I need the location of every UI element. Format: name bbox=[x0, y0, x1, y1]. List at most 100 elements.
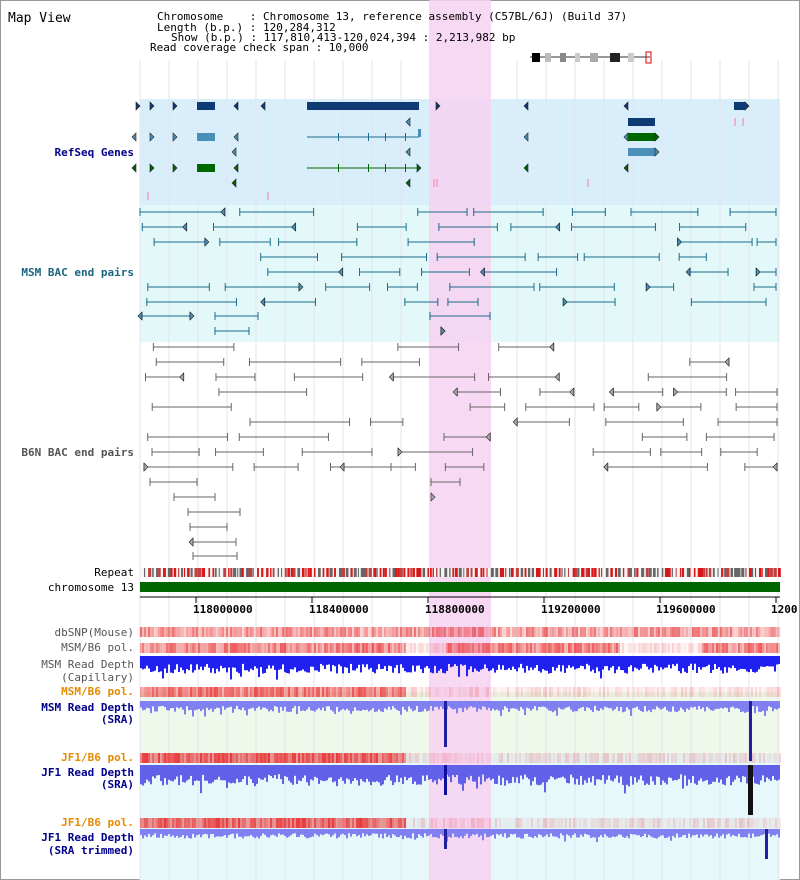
polymorphism-cell bbox=[607, 753, 609, 763]
polymorphism-cell bbox=[712, 643, 714, 653]
repeat-mark bbox=[307, 568, 310, 577]
polymorphism-cell bbox=[763, 753, 765, 763]
polymorphism-cell bbox=[653, 818, 655, 828]
read-depth-bar bbox=[344, 829, 346, 836]
read-depth-bar bbox=[174, 765, 176, 780]
polymorphism-cell bbox=[142, 753, 144, 763]
read-depth-bar bbox=[384, 829, 386, 834]
track-label-msm-depth-sra[interactable]: MSM Read Depth bbox=[41, 701, 134, 714]
polymorphism-cell bbox=[507, 687, 509, 697]
read-depth-bar bbox=[612, 656, 614, 667]
polymorphism-cell bbox=[747, 753, 749, 763]
read-depth-bar bbox=[582, 765, 584, 785]
read-depth-bar bbox=[260, 656, 262, 668]
polymorphism-cell bbox=[296, 643, 298, 653]
highlight-region bbox=[429, 0, 491, 880]
polymorphism-cell bbox=[767, 753, 769, 763]
read-depth-bar bbox=[606, 656, 608, 667]
polymorphism-cell bbox=[493, 687, 495, 697]
read-depth-bar bbox=[286, 765, 288, 778]
track-label-jf1-depth-sra[interactable]: JF1 Read Depth bbox=[41, 766, 134, 779]
polymorphism-cell bbox=[428, 643, 430, 653]
read-depth-bar bbox=[544, 765, 546, 793]
track-label-msm-pol-capillary[interactable]: MSM/B6 pol. bbox=[61, 641, 134, 654]
polymorphism-cell bbox=[769, 753, 771, 763]
polymorphism-cell bbox=[188, 687, 190, 697]
read-depth-bar bbox=[436, 829, 438, 838]
polymorphism-cell bbox=[348, 687, 350, 697]
track-label-msm-bac[interactable]: MSM BAC end pairs bbox=[21, 266, 134, 279]
polymorphism-cell bbox=[759, 753, 761, 763]
polymorphism-cell bbox=[725, 687, 727, 697]
read-depth-bar bbox=[202, 829, 204, 835]
read-depth-bar bbox=[620, 765, 622, 777]
polymorphism-cell bbox=[669, 753, 671, 763]
polymorphism-cell bbox=[170, 753, 172, 763]
polymorphism-cell bbox=[612, 627, 614, 637]
read-depth-bar bbox=[346, 656, 348, 668]
polymorphism-cell bbox=[573, 818, 575, 828]
read-depth-bar bbox=[574, 656, 576, 670]
polymorphism-cell bbox=[298, 643, 300, 653]
read-depth-bar bbox=[714, 701, 716, 710]
polymorphism-cell bbox=[531, 753, 533, 763]
polymorphism-cell bbox=[350, 627, 352, 637]
read-depth-bar bbox=[712, 765, 714, 782]
polymorphism-cell bbox=[494, 627, 496, 637]
read-depth-bar bbox=[754, 765, 756, 784]
track-label-jf1-pol-trimmed[interactable]: JF1/B6 pol. bbox=[61, 816, 134, 829]
polymorphism-cell bbox=[200, 627, 202, 637]
read-depth-bar bbox=[508, 765, 510, 784]
read-depth-bar bbox=[262, 765, 264, 780]
gene-arrow bbox=[435, 101, 441, 111]
track-label-b6n-bac[interactable]: B6N BAC end pairs bbox=[21, 446, 134, 459]
repeat-mark bbox=[486, 568, 488, 577]
read-depth-bar bbox=[778, 829, 780, 838]
polymorphism-cell bbox=[717, 818, 719, 828]
read-depth-bar bbox=[644, 765, 646, 786]
polymorphism-cell bbox=[578, 643, 580, 653]
read-depth-bar bbox=[468, 829, 470, 839]
polymorphism-cell bbox=[451, 687, 453, 697]
polymorphism-cell bbox=[435, 753, 437, 763]
read-depth-bar bbox=[716, 765, 718, 778]
track-label-jf1-depth-trimmed[interactable]: JF1 Read Depth bbox=[41, 831, 134, 844]
repeat-mark bbox=[610, 568, 613, 577]
read-depth-bar bbox=[266, 829, 268, 837]
repeat-mark bbox=[360, 568, 364, 577]
track-label-jf1-pol[interactable]: JF1/B6 pol. bbox=[61, 751, 134, 764]
polymorphism-cell bbox=[513, 818, 515, 828]
read-depth-bar bbox=[366, 656, 368, 665]
axis-tick-label: 119600000 bbox=[656, 603, 716, 616]
read-depth-bar bbox=[680, 656, 682, 674]
read-depth-bar bbox=[582, 656, 584, 667]
polymorphism-cell bbox=[194, 687, 196, 697]
read-depth-bar bbox=[296, 829, 298, 838]
track-label-msm-depth-capillary[interactable]: MSM Read Depth bbox=[41, 658, 134, 671]
read-depth-bar bbox=[772, 765, 774, 776]
gene-arrow bbox=[523, 163, 529, 173]
read-depth-bar bbox=[366, 701, 368, 710]
polymorphism-cell bbox=[753, 687, 755, 697]
polymorphism-cell bbox=[631, 687, 633, 697]
polymorphism-cell bbox=[402, 818, 404, 828]
read-depth-bar bbox=[504, 829, 506, 834]
polymorphism-cell bbox=[592, 643, 594, 653]
repeat-mark bbox=[587, 568, 590, 577]
read-depth-bar bbox=[396, 829, 398, 838]
read-depth-bar bbox=[382, 765, 384, 785]
read-depth-bar bbox=[416, 701, 418, 707]
read-depth-bar bbox=[336, 656, 338, 674]
polymorphism-cell bbox=[286, 753, 288, 763]
polymorphism-cell bbox=[310, 818, 312, 828]
read-depth-bar bbox=[430, 701, 432, 707]
track-label-msm-pol-sra[interactable]: MSM/B6 pol. bbox=[61, 685, 134, 698]
track-label-dbsnp[interactable]: dbSNP(Mouse) bbox=[54, 626, 134, 639]
track-label-refseq[interactable]: RefSeq Genes bbox=[54, 146, 134, 159]
polymorphism-cell bbox=[709, 753, 711, 763]
polymorphism-cell bbox=[595, 753, 597, 763]
read-depth-bar bbox=[682, 765, 684, 789]
read-depth-bar bbox=[690, 765, 692, 783]
polymorphism-cell bbox=[350, 643, 352, 653]
